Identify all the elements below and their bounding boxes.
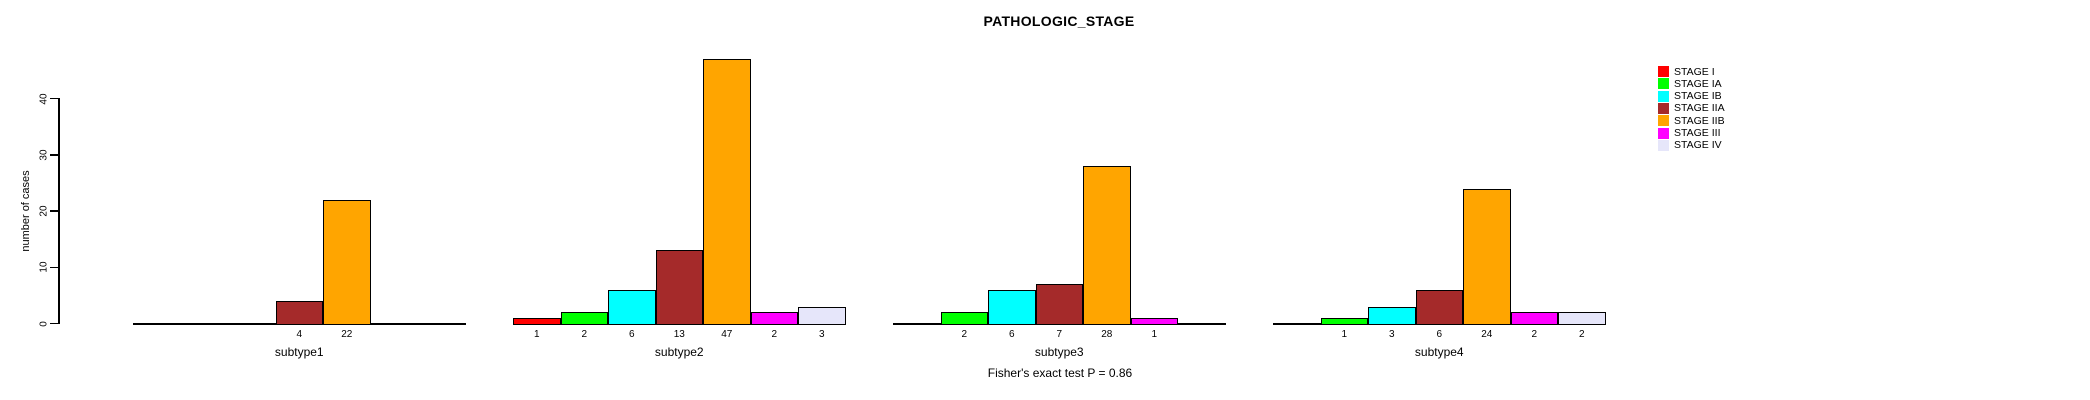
- bar-subtype3-stage-iib: [1083, 166, 1131, 325]
- bar-value-label: 2: [1531, 329, 1538, 340]
- y-axis-tick: [50, 322, 58, 325]
- x-group-label: subtype1: [274, 345, 324, 359]
- legend-item-label: STAGE IV: [1674, 139, 1722, 152]
- legend-item-label: STAGE IIA: [1674, 102, 1725, 115]
- legend-swatch-icon: [1658, 66, 1669, 77]
- bar-value-label: 6: [1008, 329, 1015, 340]
- bar-value-label: 1: [533, 329, 540, 340]
- bar-value-label: 6: [1436, 329, 1443, 340]
- legend-item: STAGE III: [1658, 127, 1720, 139]
- y-axis-tick-label: 40: [38, 92, 50, 105]
- bar-value-label: 28: [1101, 329, 1113, 340]
- bar-subtype1-stage-iib: [323, 199, 371, 325]
- x-group-label: subtype2: [654, 345, 704, 359]
- bar-value-label: 1: [1341, 329, 1348, 340]
- x-group-label: subtype3: [1034, 345, 1084, 359]
- legend-item-label: STAGE IA: [1674, 77, 1722, 90]
- legend-item: STAGE IIA: [1658, 102, 1725, 114]
- y-axis-tick-label: 10: [38, 261, 50, 273]
- bar-value-label: 22: [341, 329, 353, 340]
- bar-value-label: 1: [1151, 329, 1158, 340]
- bar-subtype3-stage-ib: [988, 289, 1036, 325]
- legend-item-label: STAGE I: [1674, 65, 1715, 78]
- legend-swatch-icon: [1658, 127, 1669, 139]
- bar-subtype4-stage-iv: [1558, 312, 1606, 325]
- y-axis-tick: [50, 210, 58, 212]
- bar-subtype2-stage-iia: [655, 250, 703, 325]
- bar-subtype2-stage-iv: [798, 306, 846, 325]
- legend-item: STAGE I: [1658, 66, 1715, 78]
- y-axis-line: [58, 98, 60, 324]
- bar-subtype2-stage-iib: [703, 59, 751, 325]
- y-axis-tick: [50, 266, 58, 268]
- bar-subtype4-stage-iia: [1415, 289, 1463, 325]
- bar-value-label: 2: [1578, 329, 1585, 340]
- bar-subtype3-stage-iia: [1035, 284, 1083, 325]
- bar-subtype3-stage-ia: [940, 312, 988, 325]
- bar-value-label: 47: [721, 329, 733, 340]
- y-axis-tick: [50, 97, 58, 100]
- y-axis-tick-label: 20: [38, 205, 50, 217]
- bar-value-label: 6: [628, 329, 635, 340]
- legend-item-label: STAGE IIB: [1674, 114, 1725, 127]
- bar-value-label: 13: [673, 329, 685, 340]
- bar-value-label: 24: [1481, 329, 1493, 340]
- legend-swatch-icon: [1658, 102, 1669, 114]
- legend-swatch-icon: [1658, 90, 1669, 102]
- bar-subtype4-stage-ib: [1368, 306, 1416, 325]
- legend-item: STAGE IA: [1658, 78, 1722, 90]
- bar-value-label: 3: [818, 329, 825, 340]
- bar-subtype2-stage-iii: [750, 312, 798, 325]
- chart-title: PATHOLOGIC_STAGE: [983, 13, 1135, 29]
- bar-value-label: 4: [296, 329, 303, 340]
- bar-value-label: 7: [1056, 329, 1063, 340]
- y-axis-tick-label: 30: [38, 149, 50, 161]
- bar-subtype2-stage-ib: [608, 289, 656, 325]
- bar-subtype4-stage-ia: [1320, 317, 1368, 325]
- legend-item: STAGE IV: [1658, 139, 1722, 151]
- fisher-test-caption: Fisher's exact test P = 0.86: [987, 366, 1133, 380]
- legend-item-label: STAGE III: [1674, 127, 1721, 139]
- legend-item: STAGE IB: [1658, 90, 1722, 102]
- bar-subtype2-stage-ia: [560, 312, 608, 325]
- bar-subtype4-stage-iii: [1510, 312, 1558, 325]
- legend-item-label: STAGE IB: [1674, 90, 1722, 103]
- y-axis-tick: [50, 154, 58, 156]
- bar-subtype4-stage-iib: [1463, 188, 1511, 325]
- bar-value-label: 3: [1388, 329, 1395, 340]
- bar-subtype2-stage-i: [513, 317, 561, 325]
- y-axis-tick-label: 0: [38, 320, 50, 327]
- bar-value-label: 2: [581, 329, 588, 340]
- bar-value-label: 2: [961, 329, 968, 340]
- legend-swatch-icon: [1658, 115, 1669, 127]
- bar-subtype3-stage-iii: [1130, 317, 1178, 325]
- bar-subtype1-stage-iia: [275, 301, 323, 325]
- legend-item: STAGE IIB: [1658, 115, 1725, 127]
- legend-swatch-icon: [1658, 139, 1669, 151]
- x-group-label: subtype4: [1414, 345, 1464, 359]
- bar-value-label: 2: [771, 329, 778, 340]
- legend-swatch-icon: [1658, 78, 1669, 90]
- y-axis-label: number of cases: [20, 170, 32, 252]
